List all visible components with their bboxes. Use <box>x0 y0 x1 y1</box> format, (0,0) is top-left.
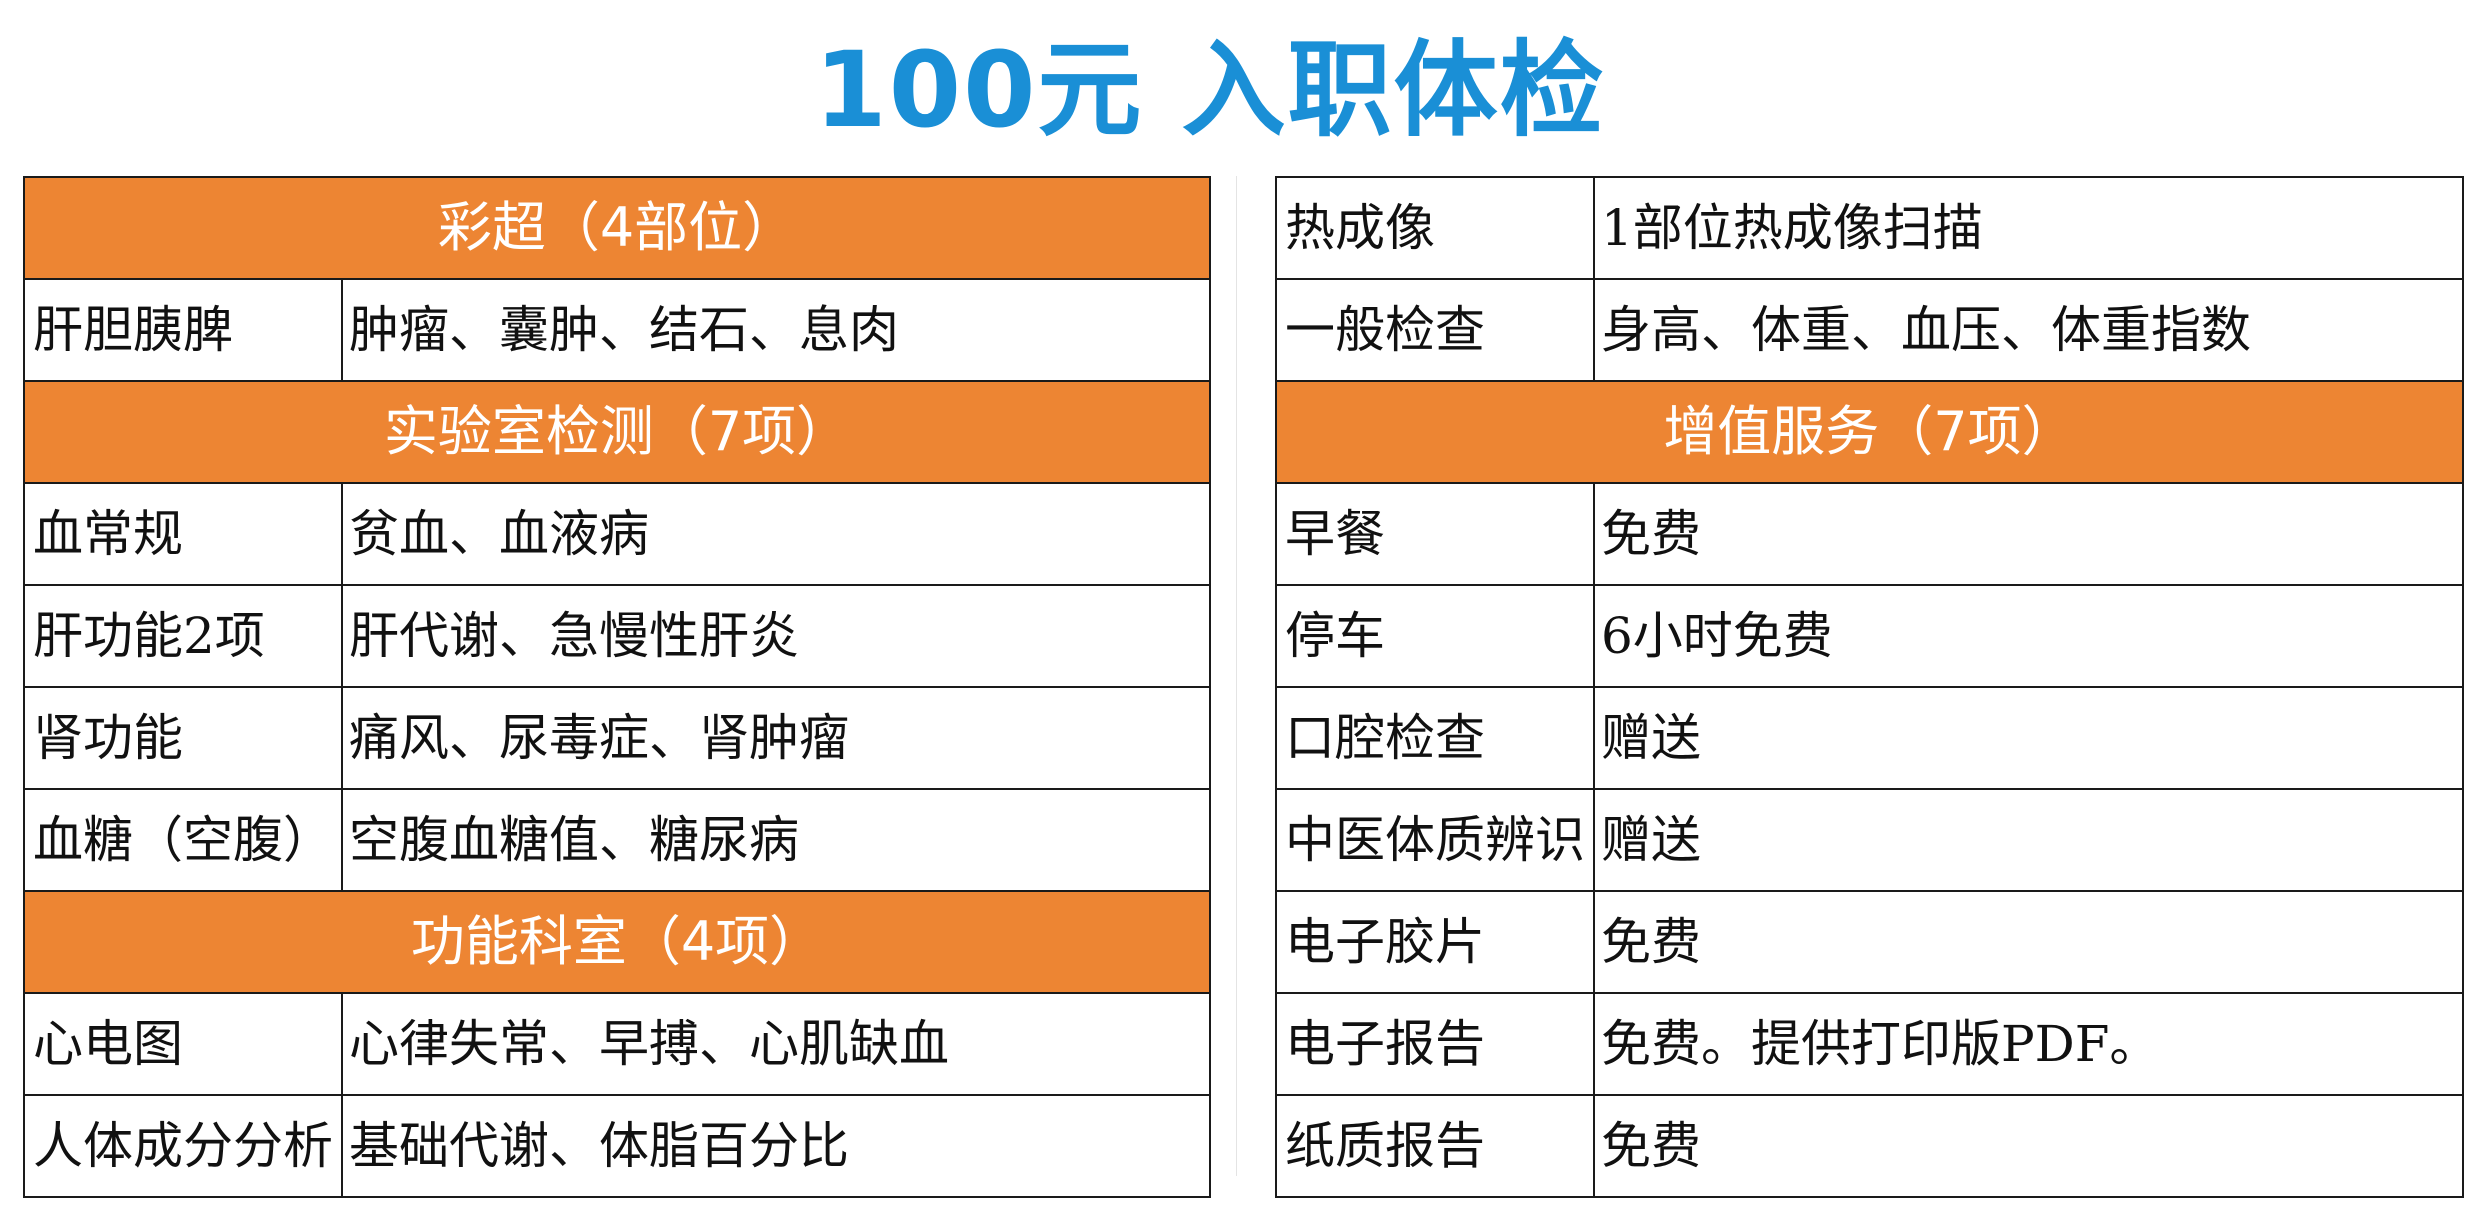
item-label: 热成像 <box>1275 176 1595 280</box>
item-label: 人体成分分析 <box>23 1094 343 1198</box>
item-description: 肿瘤、囊肿、结石、息肉 <box>340 278 1212 382</box>
table-row: 纸质报告 免费 <box>1275 1094 2464 1198</box>
table-row: 中医体质辨识 赠送 <box>1275 788 2464 892</box>
item-description: 赠送 <box>1593 788 2464 892</box>
item-description: 赠送 <box>1593 686 2464 790</box>
section-header-row: 增值服务（7项） <box>1275 380 2464 484</box>
table-row: 一般检查 身高、体重、血压、体重指数 <box>1275 278 2464 382</box>
item-description: 心律失常、早搏、心肌缺血 <box>340 992 1212 1096</box>
item-description: 肝代谢、急慢性肝炎 <box>340 584 1212 688</box>
item-label: 电子报告 <box>1275 992 1595 1096</box>
item-label: 一般检查 <box>1275 278 1595 382</box>
checkup-items-table: 彩超（4部位） 肝胆胰脾 肿瘤、囊肿、结石、息肉 实验室检测（7项） 血常规 贫… <box>22 176 1212 1198</box>
section-header-ultrasound: 彩超（4部位） <box>22 176 1212 280</box>
item-description: 空腹血糖值、糖尿病 <box>340 788 1212 892</box>
table-row: 口腔检查 赠送 <box>1275 686 2464 790</box>
item-label: 中医体质辨识 <box>1275 788 1595 892</box>
page-title: 100元 入职体检 <box>814 29 1606 151</box>
item-description: 6小时免费 <box>1593 584 2464 688</box>
table-row: 早餐 免费 <box>1275 482 2464 586</box>
item-label: 纸质报告 <box>1275 1094 1595 1198</box>
item-description: 免费。提供打印版PDF。 <box>1593 992 2464 1096</box>
item-label: 心电图 <box>23 992 343 1096</box>
item-description: 免费 <box>1593 890 2464 994</box>
item-label: 血糖（空腹） <box>23 788 343 892</box>
column-divider <box>1236 176 1237 1176</box>
table-row: 肝胆胰脾 肿瘤、囊肿、结石、息肉 <box>23 278 1212 382</box>
table-row: 电子报告 免费。提供打印版PDF。 <box>1275 992 2464 1096</box>
table-row: 热成像 1部位热成像扫描 <box>1275 176 2464 280</box>
item-description: 身高、体重、血压、体重指数 <box>1593 278 2464 382</box>
table-row: 血糖（空腹） 空腹血糖值、糖尿病 <box>23 788 1212 892</box>
section-header-value-added: 增值服务（7项） <box>1275 380 2464 484</box>
item-description: 基础代谢、体脂百分比 <box>340 1094 1212 1198</box>
item-description: 贫血、血液病 <box>340 482 1212 586</box>
item-label: 血常规 <box>23 482 343 586</box>
table-row: 血常规 贫血、血液病 <box>23 482 1212 586</box>
item-description: 痛风、尿毒症、肾肿瘤 <box>340 686 1212 790</box>
item-description: 免费 <box>1593 1094 2464 1198</box>
services-table: 热成像 1部位热成像扫描 一般检查 身高、体重、血压、体重指数 增值服务（7项）… <box>1275 176 2464 1198</box>
item-description: 免费 <box>1593 482 2464 586</box>
table-row: 电子胶片 免费 <box>1275 890 2464 994</box>
item-label: 肾功能 <box>23 686 343 790</box>
table-row: 肾功能 痛风、尿毒症、肾肿瘤 <box>23 686 1212 790</box>
table-row: 停车 6小时免费 <box>1275 584 2464 688</box>
section-header-laboratory: 实验室检测（7项） <box>22 380 1212 484</box>
table-row: 心电图 心律失常、早搏、心肌缺血 <box>23 992 1212 1096</box>
table-row: 人体成分分析 基础代谢、体脂百分比 <box>23 1094 1212 1198</box>
item-label: 口腔检查 <box>1275 686 1595 790</box>
table-row: 肝功能2项 肝代谢、急慢性肝炎 <box>23 584 1212 688</box>
item-description: 1部位热成像扫描 <box>1593 176 2464 280</box>
section-header-row: 彩超（4部位） <box>22 176 1212 280</box>
item-label: 肝胆胰脾 <box>23 278 343 382</box>
section-header-row: 功能科室（4项） <box>22 890 1212 994</box>
item-label: 早餐 <box>1275 482 1595 586</box>
item-label: 停车 <box>1275 584 1595 688</box>
section-header-functional: 功能科室（4项） <box>22 890 1212 994</box>
item-label: 电子胶片 <box>1275 890 1595 994</box>
item-label: 肝功能2项 <box>23 584 343 688</box>
section-header-row: 实验室检测（7项） <box>22 380 1212 484</box>
